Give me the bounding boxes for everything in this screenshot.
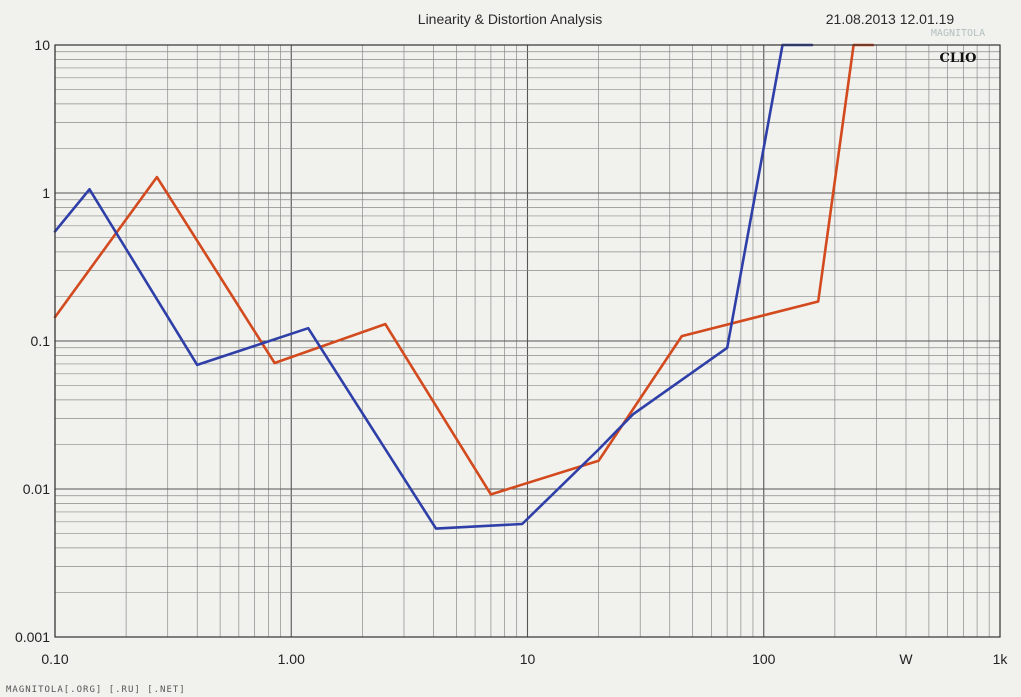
series-line-2	[53, 43, 814, 530]
y-tick-label: 10	[34, 37, 50, 53]
x-tick-label: 1.00	[278, 651, 305, 667]
x-tick-label: 0.10	[41, 651, 68, 667]
x-tick-label: 1k	[993, 651, 1009, 667]
x-tick-label: W	[899, 651, 913, 667]
watermark-text: MAGNITOLA[.ORG] [.RU] [.NET]	[6, 685, 186, 695]
y-tick-label: 0.1	[31, 333, 51, 349]
y-tick-label: 0.01	[23, 481, 50, 497]
watermark-logo: MAGNITOLA	[931, 28, 985, 39]
chart-title: Linearity & Distortion Analysis	[418, 11, 602, 27]
y-tick-label: 0.001	[15, 629, 50, 645]
grid	[54, 45, 1000, 638]
series-line-1	[53, 43, 875, 496]
tick-labels: 0.10 1.00 10 100 W 1k 10 1 0.1 0.01 0.001	[15, 37, 1008, 667]
plot-frame	[54, 44, 1001, 638]
y-tick-label: 1	[42, 185, 50, 201]
x-tick-label: 10	[520, 651, 536, 667]
chart-datetime: 21.08.2013 12.01.19	[826, 11, 955, 27]
series-group	[53, 43, 875, 530]
x-tick-label: 100	[752, 651, 776, 667]
brand-label: CLIO	[940, 51, 977, 66]
